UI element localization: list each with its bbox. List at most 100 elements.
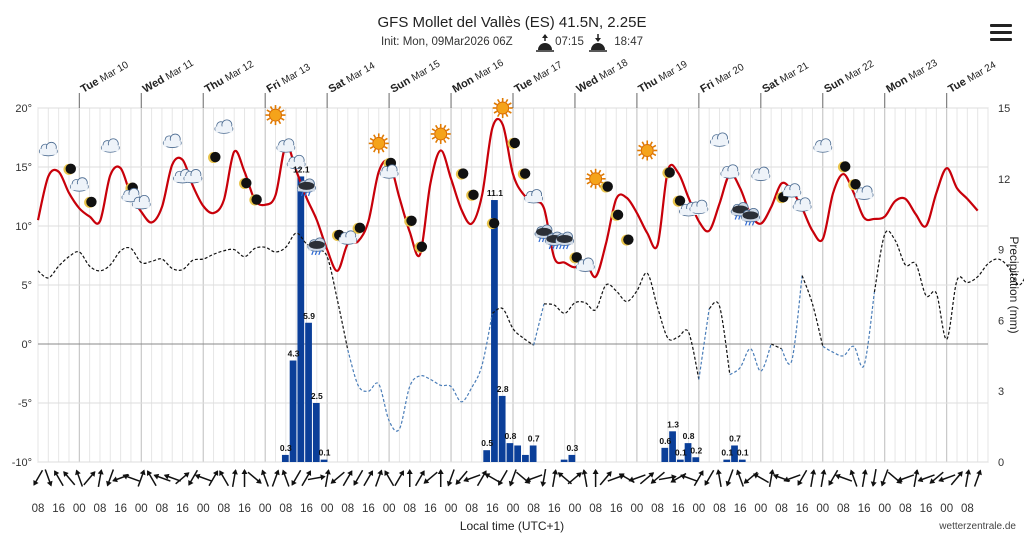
y-tick-label: 10° [15, 221, 32, 233]
temperature-line [36, 117, 979, 279]
precip-bar [483, 450, 491, 462]
sun-ray [649, 155, 653, 160]
x-tick-label: 16 [548, 503, 561, 515]
wind-arrow [414, 470, 425, 487]
wind-arrow [146, 470, 157, 487]
sun-disc [589, 172, 603, 186]
wind-head [75, 469, 81, 476]
wind-head [753, 473, 759, 479]
cloud-icon [214, 119, 234, 134]
precip-bar [312, 403, 320, 462]
sun-ray [278, 106, 282, 110]
wind-arrow [260, 469, 269, 487]
wind-head [330, 478, 337, 484]
wind-arrow [112, 474, 130, 483]
wind-head [377, 469, 383, 476]
axes: -10° -5° 0° 5° 10° 15° 20° 0 3 6 9 12 15 Precipitatio… [12, 103, 1021, 515]
day-label: Tue Mar 17 [513, 59, 565, 96]
wind-head [715, 469, 722, 475]
rain-drop [738, 215, 741, 220]
wind-head [183, 472, 190, 478]
precip-label: 1.3 [667, 419, 679, 429]
sun-ray [266, 109, 271, 113]
hamburger-menu-icon[interactable] [990, 24, 1012, 42]
sun-ray [598, 169, 602, 174]
wind-head [194, 473, 201, 480]
wind-head [592, 469, 599, 474]
sun-ray [373, 148, 377, 153]
precip-bar [522, 454, 529, 462]
precip-label: 0.1 [737, 448, 749, 458]
x-tick-label: 16 [486, 503, 499, 515]
wind-arrow [153, 473, 171, 482]
precip-label: 11.1 [487, 188, 503, 198]
cloud-fill [163, 140, 181, 147]
x-tick-label: 08 [403, 503, 416, 515]
wind-head [122, 473, 129, 480]
x-tick-label: 08 [651, 503, 664, 515]
precip-label: 0.6 [659, 436, 671, 446]
wind-arrow [342, 470, 353, 487]
cloud-icon [276, 138, 296, 153]
cloud-icon [524, 189, 544, 204]
dewpoint-line [347, 313, 493, 432]
wind-arrow [783, 474, 801, 483]
wind-head [508, 480, 515, 487]
cloud-fill [855, 192, 873, 199]
x-tick-label: 00 [135, 503, 148, 515]
x-tick-label: 00 [940, 503, 953, 515]
y2-tick-label: 0 [998, 457, 1004, 469]
wind-head [976, 469, 982, 476]
wind-head [735, 469, 742, 476]
moon-shadow [509, 137, 520, 149]
precip-label: 5.9 [303, 311, 315, 321]
cloud-fill [70, 184, 88, 191]
day-label: Fri Mar 13 [265, 61, 313, 96]
x-tick-label: 16 [362, 503, 375, 515]
wind-arrow [194, 473, 212, 482]
rain-drop [559, 244, 562, 250]
wind-head [965, 469, 971, 475]
wind-arrow [498, 469, 508, 486]
moon-shadow [406, 215, 417, 226]
sun-ray [507, 102, 512, 106]
day-label: Mon Mar 16 [451, 57, 507, 96]
wind-head [698, 470, 704, 477]
dewpoint-line [708, 301, 731, 375]
sun-ray [507, 110, 512, 114]
wind-arrow [106, 469, 115, 487]
precip-bar [498, 395, 506, 462]
precip-bar [491, 200, 498, 463]
precip-label: 12.1 [293, 164, 310, 174]
dewpoint-line [729, 343, 772, 376]
sun-icon [430, 123, 451, 144]
moon-shadow [251, 194, 262, 205]
rain-drop [555, 244, 559, 250]
x-tick-label: 08 [527, 503, 540, 515]
precip-bar [514, 445, 522, 462]
cloud-fill [783, 190, 801, 197]
moon-shadow [674, 195, 686, 206]
rain-drop [566, 244, 569, 250]
wind-arrow [828, 469, 839, 486]
precip-label: 0.8 [683, 431, 695, 441]
sun-ray [435, 139, 439, 144]
y-tick-label: 5° [21, 280, 32, 292]
wind-arrow [797, 469, 808, 486]
x-tick-label: 00 [816, 503, 829, 515]
y2-tick-label: 6 [998, 315, 1004, 327]
x-tick-label: 08 [961, 503, 974, 515]
wind-arrow [599, 471, 612, 486]
sun-ray [383, 137, 388, 141]
wind-head [680, 473, 686, 480]
dark-cloud [308, 240, 325, 249]
wind-head [552, 469, 558, 475]
precip-label: 0.7 [729, 433, 741, 443]
cloud-icon [575, 257, 595, 272]
precip-bar [676, 459, 684, 462]
x-tick-label: 00 [197, 503, 210, 515]
wind-arrow [965, 469, 971, 487]
sun-ray [431, 136, 436, 140]
cloud-fill [576, 264, 594, 271]
